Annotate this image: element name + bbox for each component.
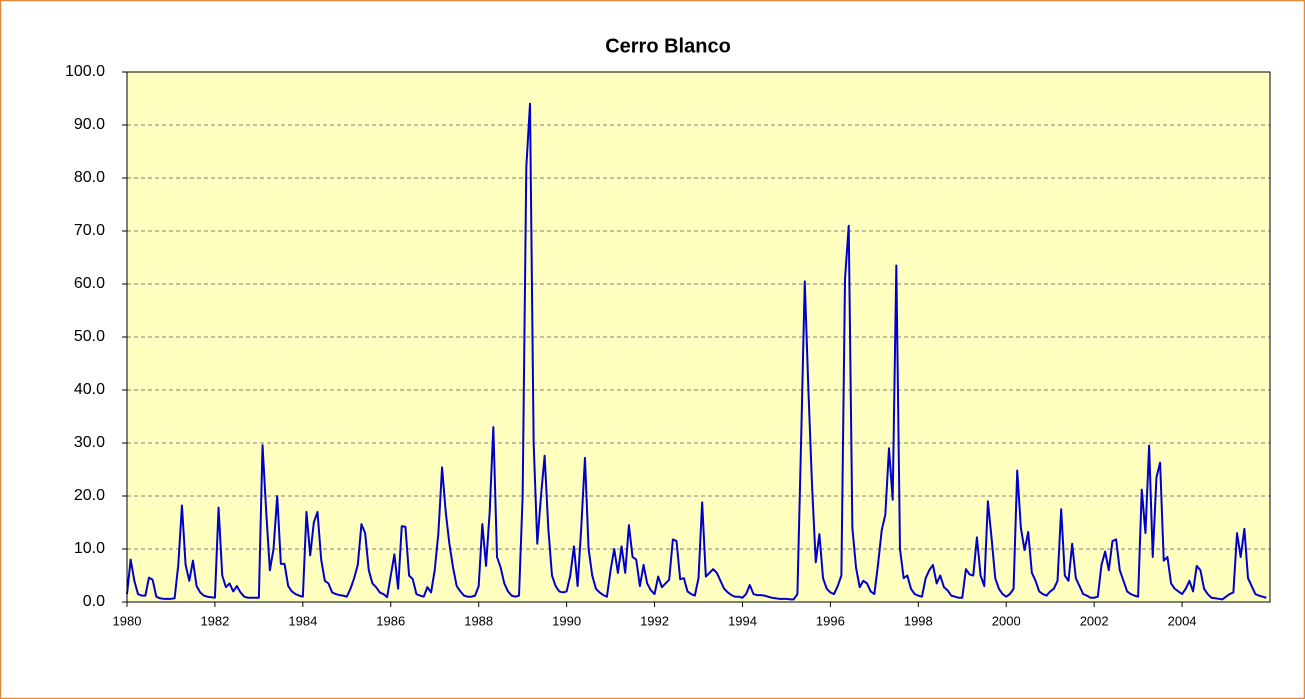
x-tick-label: 1994 (728, 613, 757, 628)
series-line (126, 102, 1267, 601)
y-tick-label: 30.0 (74, 434, 105, 451)
y-tick-label: 60.0 (74, 275, 105, 292)
y-tick-label: 40.0 (74, 381, 105, 398)
chart-title: Cerro Blanco (605, 35, 731, 57)
x-tick-label: 2000 (992, 613, 1021, 628)
x-tick-label: 1996 (816, 613, 845, 628)
x-tick-label: 1984 (288, 613, 317, 628)
y-tick-label: 50.0 (74, 328, 105, 345)
x-tick-label: 1982 (200, 613, 229, 628)
marks (126, 102, 1267, 601)
x-tick-label: 1988 (464, 613, 493, 628)
y-tick-label: 10.0 (74, 540, 105, 557)
x-tick-label: 1986 (376, 613, 405, 628)
y-tick-label: 20.0 (74, 487, 105, 504)
y-tick-label: 0.0 (83, 593, 105, 610)
y-tick-label: 70.0 (74, 222, 105, 239)
x-tick-label: 1990 (552, 613, 581, 628)
x-tick-label: 2004 (1168, 613, 1197, 628)
x-tick-label: 1992 (640, 613, 669, 628)
x-tick-label: 2002 (1080, 613, 1109, 628)
y-tick-label: 90.0 (74, 116, 105, 133)
x-tick-label: 1980 (113, 613, 142, 628)
labels: 0.0 10.0 20.0 30.0 40.0 50.0 60.0 70.0 80.0 90.0 1… (65, 63, 1197, 628)
x-tick-label: 1998 (904, 613, 933, 628)
y-tick-label: 80.0 (74, 169, 105, 186)
grid (127, 124, 1270, 550)
y-tick-label: 100.0 (65, 63, 105, 80)
